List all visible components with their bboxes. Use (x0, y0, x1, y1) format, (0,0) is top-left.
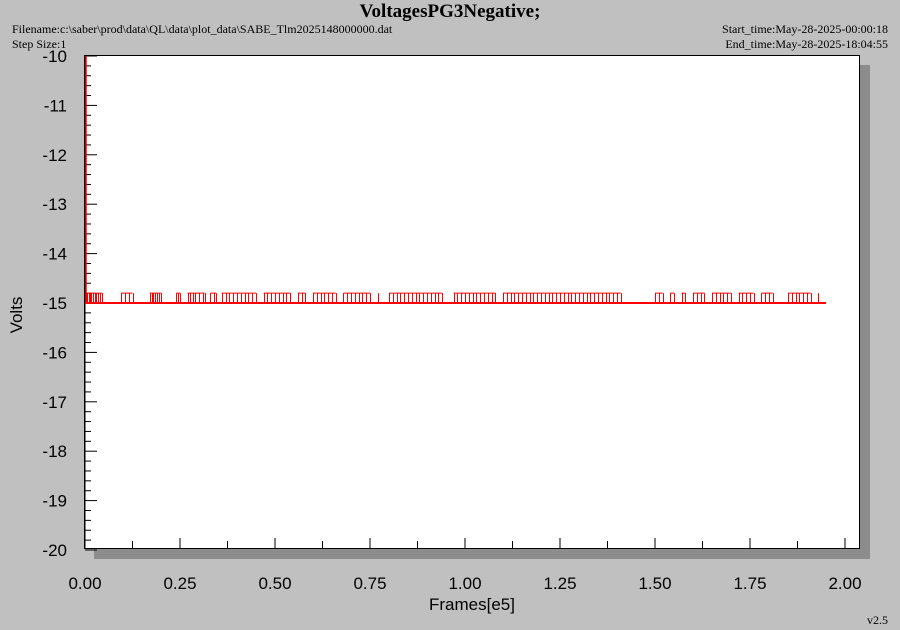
x-tick-label: 0.50 (258, 574, 291, 593)
x-tick-label: 0.25 (163, 574, 196, 593)
x-axis-title: Frames[e5] (429, 595, 515, 614)
x-tick-label: 1.00 (448, 574, 481, 593)
step-size-label: Step Size:1 (12, 37, 67, 51)
y-tick-label: -17 (42, 393, 67, 412)
y-tick-label: -18 (42, 442, 67, 461)
end-time-label: End_time:May-28-2025-18:04:55 (725, 37, 888, 51)
y-tick-label: -16 (42, 343, 67, 362)
y-axis-title: Volts (7, 297, 26, 334)
version-label: v2.5 (867, 613, 888, 627)
x-tick-label: 1.50 (638, 574, 671, 593)
start-time-label: Start_time:May-28-2025-00:00:18 (722, 22, 888, 36)
chart-title: VoltagesPG3Negative; (359, 1, 541, 22)
x-tick-label: 1.25 (543, 574, 576, 593)
y-tick-label: -10 (42, 47, 67, 66)
x-tick-label: 2.00 (828, 574, 861, 593)
y-tick-label: -15 (42, 294, 67, 313)
x-tick-label: 0.00 (68, 574, 101, 593)
x-tick-label: 0.75 (353, 574, 386, 593)
y-tick-label: -20 (42, 541, 67, 560)
filename-label: Filename:c:\saber\prod\data\QL\data\plot… (12, 22, 393, 36)
y-tick-label: -12 (42, 146, 67, 165)
y-tick-label: -19 (42, 492, 67, 511)
x-tick-label: 1.75 (733, 574, 766, 593)
y-tick-label: -13 (42, 195, 67, 214)
y-tick-label: -14 (42, 245, 67, 264)
y-tick-label: -11 (44, 96, 67, 115)
